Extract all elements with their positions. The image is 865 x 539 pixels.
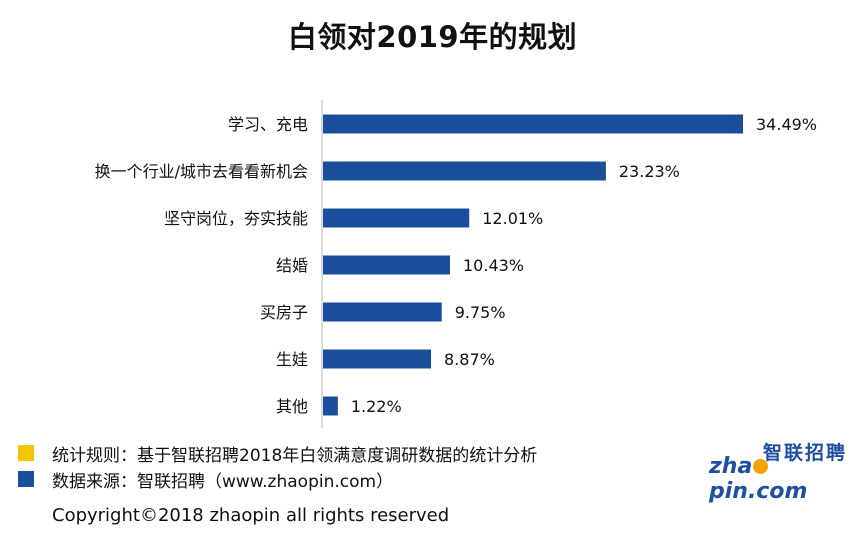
value-label: 8.87% xyxy=(444,350,495,369)
bar xyxy=(323,255,451,275)
bar xyxy=(323,114,743,134)
copyright: Copyright©2018 zhaopin all rights reserv… xyxy=(52,505,450,526)
value-label: 34.49% xyxy=(756,115,817,134)
value-label: 10.43% xyxy=(463,256,524,275)
bar xyxy=(323,302,442,322)
category-label: 学习、充电 xyxy=(228,115,308,134)
note-source: 数据来源：智联招聘（www.zhaopin.com） xyxy=(18,467,537,492)
logo-en-left: zha xyxy=(709,454,753,479)
bar xyxy=(323,396,338,416)
bar xyxy=(323,349,432,369)
value-label: 23.23% xyxy=(619,162,680,181)
category-label: 坚守岗位，夯实技能 xyxy=(164,209,308,228)
notes: 统计规则：基于智联招聘2018年白领满意度调研数据的统计分析 数据来源：智联招聘… xyxy=(18,441,537,493)
logo-en-right: pin.com xyxy=(709,479,808,504)
logo-orange-dot-icon xyxy=(753,459,769,474)
note-source-text: 数据来源：智联招聘（www.zhaopin.com） xyxy=(52,471,394,492)
blue-square-icon xyxy=(18,471,34,487)
chart-title: 白领对2019年的规划 xyxy=(287,20,578,54)
value-label: 9.75% xyxy=(455,303,506,322)
category-label: 其他 xyxy=(276,397,308,416)
category-label: 结婚 xyxy=(276,256,308,275)
value-label: 1.22% xyxy=(351,397,402,416)
yellow-square-icon xyxy=(18,445,34,461)
bar xyxy=(323,208,470,228)
logo-en-text: zhapin.com xyxy=(709,454,853,504)
category-label: 换一个行业/城市去看看新机会 xyxy=(95,162,308,181)
bar xyxy=(323,161,606,181)
logo-cn-text: 智联招聘 xyxy=(762,442,847,464)
note-rule-text: 统计规则：基于智联招聘2018年白领满意度调研数据的统计分析 xyxy=(52,445,538,466)
category-label: 买房子 xyxy=(260,303,308,322)
category-label: 生娃 xyxy=(276,350,308,369)
note-rule: 统计规则：基于智联招聘2018年白领满意度调研数据的统计分析 xyxy=(18,441,538,466)
zhaopin-logo: 智联招聘 zhapin.com xyxy=(703,438,853,504)
value-label: 12.01% xyxy=(482,209,543,228)
bar-chart: 学习、充电 34.49% 换一个行业/城市去看看新机会 23.23% 坚守岗位，夯实技能… xyxy=(95,100,817,428)
